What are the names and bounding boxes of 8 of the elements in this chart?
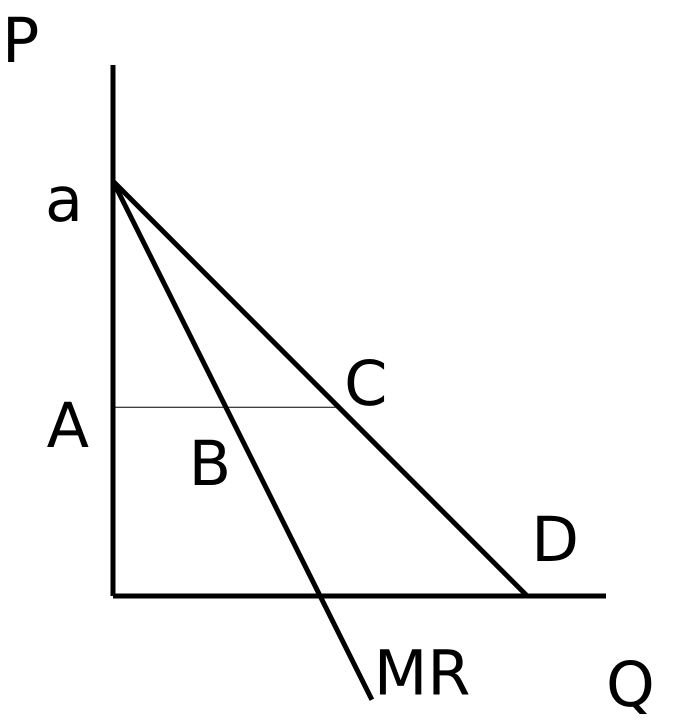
series-label: MR — [374, 636, 470, 710]
text: a — [45, 163, 83, 236]
x-axis-title: Q — [606, 648, 655, 721]
ref-line-label: A — [46, 389, 89, 462]
annotation: B — [188, 427, 232, 500]
series-label: D — [531, 502, 579, 576]
y-axis-title: P — [2, 4, 40, 77]
annotation: C — [344, 347, 388, 420]
